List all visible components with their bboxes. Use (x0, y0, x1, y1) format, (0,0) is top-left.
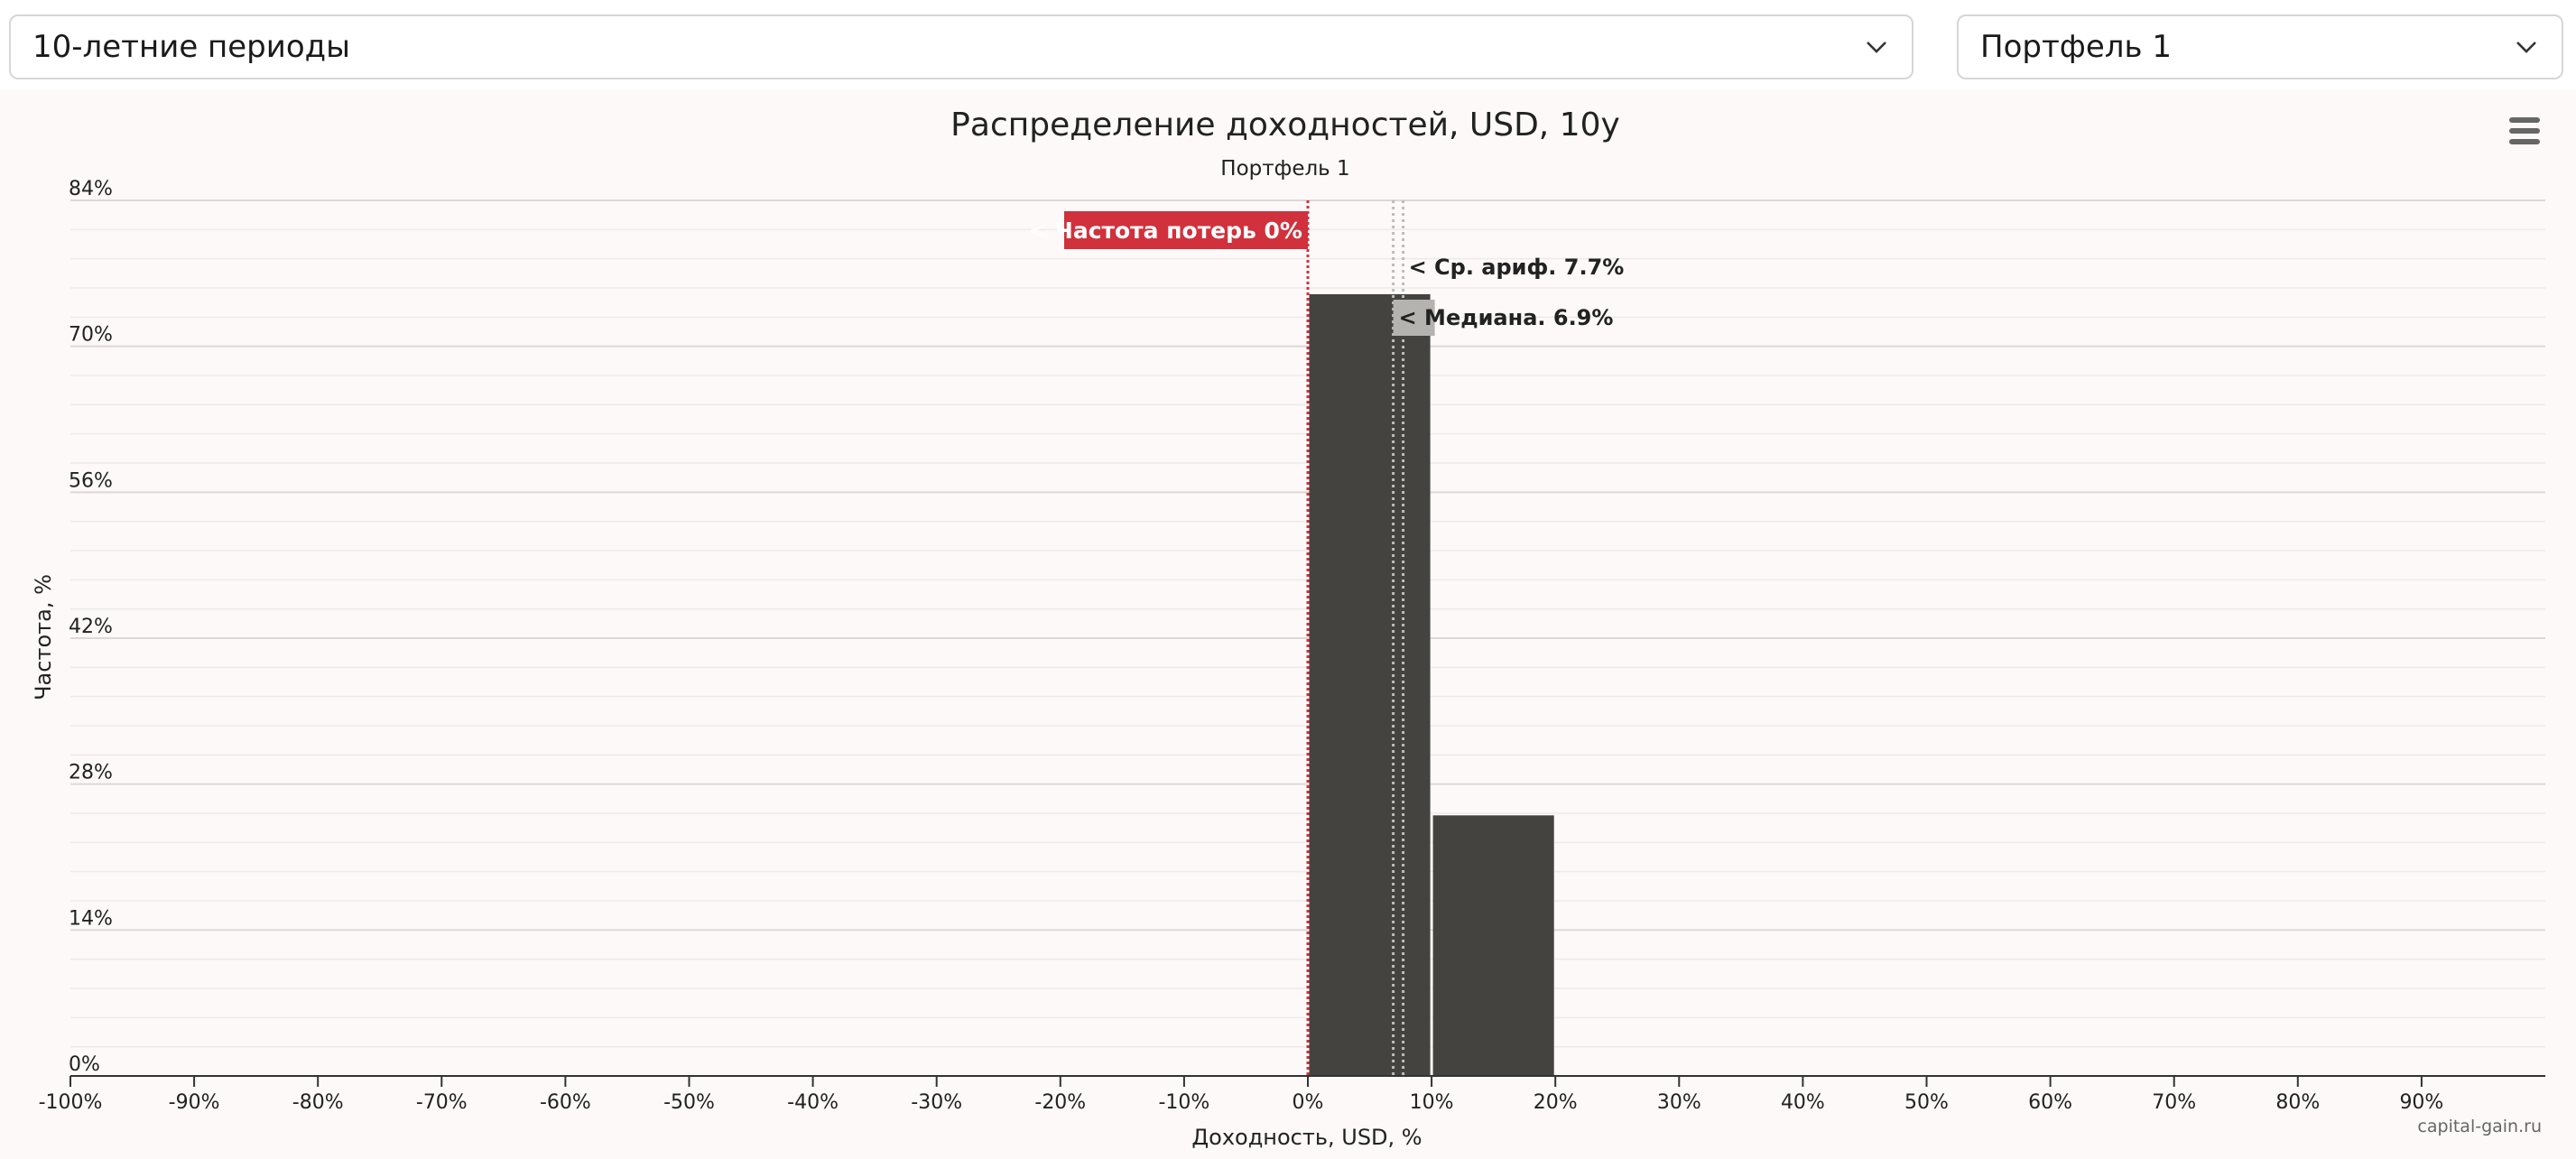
histogram-bar (1309, 293, 1431, 1076)
x-tick-label: 50% (1904, 1091, 1949, 1114)
portfolio-select-value: Портфель 1 (1980, 29, 2172, 65)
median-label: < Медиана. 6.9% (1399, 305, 1614, 330)
y-axis-label: Частота, % (31, 574, 56, 700)
x-tick-label: -90% (169, 1091, 220, 1114)
x-tick-label: -30% (911, 1091, 962, 1114)
mean-label: < Ср. ариф. 7.7% (1409, 255, 1625, 280)
x-tick-label: -40% (787, 1091, 839, 1114)
annotations: < Частота потерь 0% < Ср. ариф. 7.7% < Мед… (1028, 211, 1624, 336)
x-axis-label: Доходность, USD, % (1191, 1125, 1422, 1150)
period-select[interactable]: 10-летние периоды (9, 14, 1913, 79)
loss-frequency-label: < Частота потерь 0% (1028, 218, 1302, 244)
minor-gridlines (70, 228, 2545, 1048)
major-gridlines (70, 199, 2545, 932)
hamburger-menu-icon (2509, 117, 2540, 144)
x-tick-label: 80% (2275, 1091, 2320, 1114)
chart-menu-button[interactable] (2504, 110, 2545, 152)
x-tick-label: -70% (416, 1091, 468, 1114)
credit-text: capital-gain.ru (2417, 1117, 2542, 1136)
x-tick-label: -50% (663, 1091, 715, 1114)
x-tick-label: 90% (2399, 1091, 2443, 1114)
chevron-down-icon (2513, 33, 2540, 60)
median-label-bg (1393, 300, 1435, 336)
reference-lines (1306, 200, 1405, 1076)
x-tick-label: 0% (1293, 1091, 1324, 1114)
x-tick-label: 20% (1534, 1091, 1578, 1114)
y-tick-label: 0% (69, 1053, 100, 1076)
x-tick-label: -20% (1034, 1091, 1086, 1114)
y-axis-ticks: 0% 14% 28% 42% 56% 70% 84% (69, 178, 113, 1076)
y-tick-label: 28% (69, 762, 113, 784)
x-tick-label: -80% (292, 1091, 344, 1114)
bars (1309, 293, 1554, 1076)
portfolio-select[interactable]: Портфель 1 (1957, 14, 2563, 79)
period-select-value: 10-летние периоды (32, 29, 351, 65)
chevron-down-icon (1863, 33, 1890, 60)
x-tick-label: -60% (540, 1091, 591, 1114)
x-tick-label: 10% (1410, 1091, 1454, 1114)
chart-subtitle: Портфель 1 (1220, 157, 1349, 181)
x-tick-label: 70% (2152, 1091, 2196, 1114)
histogram-bar (1432, 815, 1554, 1076)
x-tick-label: 30% (1657, 1091, 1701, 1114)
x-tick-label: -100% (39, 1091, 103, 1114)
x-tick-label: 40% (1781, 1091, 1825, 1114)
chart-panel (0, 90, 2576, 1159)
x-tick-label: 60% (2028, 1091, 2072, 1114)
y-tick-label: 56% (69, 469, 113, 492)
y-tick-label: 14% (69, 907, 113, 930)
y-tick-label: 42% (69, 616, 113, 638)
loss-frequency-label-bg (1064, 211, 1308, 249)
y-tick-label: 70% (69, 324, 113, 347)
y-tick-label: 84% (69, 178, 113, 200)
x-tick-label: -10% (1158, 1091, 1209, 1114)
x-axis: -100% -90% -80% -70% -60% -50% -40% -30% -20% -10… (39, 1075, 2545, 1114)
chart-title: Распределение доходностей, USD, 10y (950, 107, 1620, 144)
